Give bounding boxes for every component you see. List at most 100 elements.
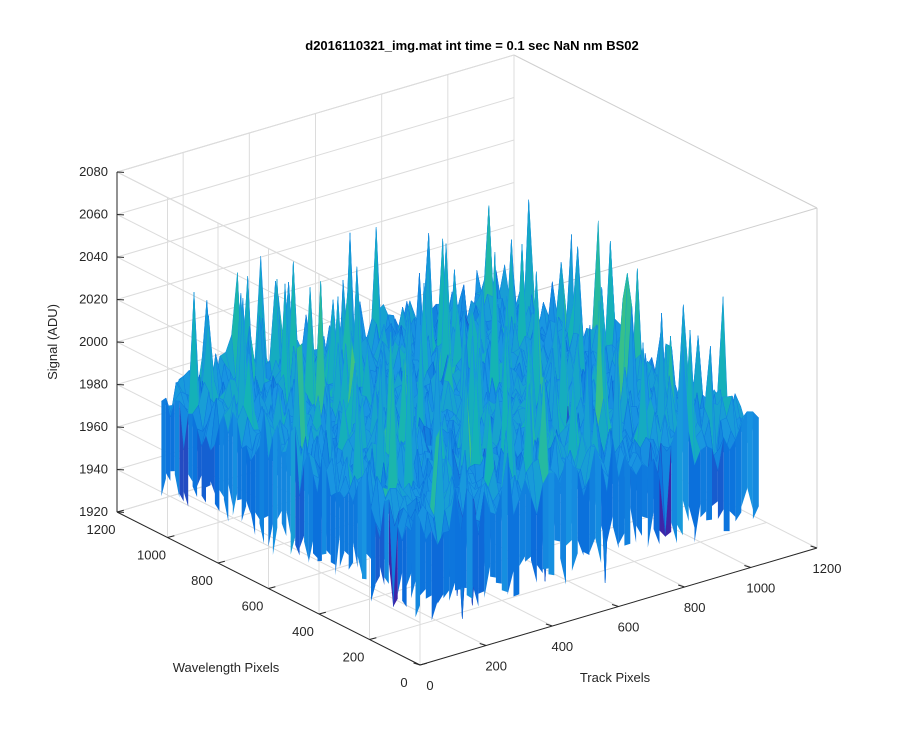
surface-skirt-cell (443, 531, 450, 599)
surface-skirt-cell (192, 413, 198, 498)
x-tick-label-2: 400 (551, 639, 573, 654)
x-tick-mark-3 (611, 604, 619, 607)
surface-skirt-cell (682, 344, 689, 522)
surface-skirt-cell (397, 526, 403, 595)
y-tick-label-5: 1000 (137, 548, 166, 563)
x-tick-label-3: 600 (618, 620, 640, 635)
y-tick-label-3: 600 (242, 599, 264, 614)
y-tick-mark-0 (419, 662, 427, 666)
y-tick-mark-1 (369, 637, 377, 640)
z-tick-label-3: 1980 (79, 377, 108, 392)
chart-title: d2016110321_img.mat int time = 0.1 sec N… (305, 38, 638, 53)
surface-skirt-cell (326, 470, 331, 556)
surface-skirt-cell (583, 478, 590, 555)
surface-skirt-cell (606, 439, 613, 543)
surface-skirt-cell (174, 400, 180, 498)
surface-skirt-cell (197, 428, 202, 487)
surface-skirt-cell (228, 412, 233, 507)
surface-skirt-cell (612, 439, 619, 549)
surface-skirt-cell (295, 426, 300, 556)
x-tick-label-5: 1000 (746, 581, 775, 596)
x-tick-mark-4 (678, 584, 685, 588)
surface-skirt-cell (513, 499, 520, 597)
surface-skirt-cell (717, 437, 724, 519)
surface-skirt-cell (449, 487, 455, 601)
surface-skirt-cell (507, 453, 514, 595)
surface-skirt-cell (299, 463, 305, 549)
surface-skirt-cell (542, 473, 549, 570)
surface-skirt-cell (232, 412, 238, 516)
surface-skirt-cell (237, 420, 242, 501)
surface-skirt-cell (214, 424, 220, 511)
surface-skirt-cell (223, 415, 229, 522)
surface-skirt-cell (671, 425, 677, 544)
surface-skirt-cell (460, 488, 467, 588)
x-tick-mark-0 (413, 662, 421, 666)
surface-skirt-cell (170, 400, 175, 472)
z-tick-label-2: 1960 (79, 419, 108, 434)
z-tick-label-0: 1920 (79, 504, 108, 519)
surface-skirt-cell (694, 450, 701, 543)
surface-skirt-cell (642, 464, 648, 519)
y-tick-mark-2 (318, 611, 326, 615)
y-tick-label-0: 0 (400, 675, 407, 690)
surface-skirt-cell (665, 445, 672, 537)
surface-skirt-cell (264, 409, 269, 518)
x-tick-label-6: 1200 (813, 561, 842, 576)
surface-skirt-cell (519, 479, 526, 567)
surface-skirt-cell (348, 491, 354, 570)
x-tick-mark-5 (744, 565, 751, 568)
surface-skirt-cell (659, 479, 666, 537)
surface-skirt-cell (250, 453, 256, 535)
surface-skirt-cell (490, 512, 496, 578)
surface-skirt-cell (384, 499, 389, 584)
surface-skirt-cell (362, 468, 367, 580)
surface-skirt-cell (677, 344, 683, 536)
y-tick-mark-4 (217, 560, 225, 564)
surface-skirt-cell (472, 497, 479, 607)
y-tick-mark-3 (268, 586, 276, 589)
x-axis-label: Track Pixels (580, 670, 651, 685)
box-edge-top-right (513, 54, 818, 209)
surface-skirt-cell (313, 474, 318, 558)
surface-skirt-cell (425, 530, 432, 599)
surface-skirt-cell (344, 491, 349, 556)
y-tick-label-4: 800 (191, 573, 213, 588)
y-tick-label-6: 1200 (87, 522, 116, 537)
surface-skirt-cell (272, 425, 278, 555)
surface-skirt-cell (566, 456, 572, 546)
surface-skirt-cell (630, 467, 637, 543)
y-tick-label-2: 400 (292, 624, 314, 639)
x-tick-label-4: 800 (684, 600, 706, 615)
surface-skirt-cell (525, 479, 531, 562)
surface-skirt-cell (379, 502, 385, 586)
surface-skirt-cell (577, 470, 584, 556)
surface-skirt-cell (548, 472, 555, 576)
surface-skirt-cell (478, 491, 485, 594)
surface-skirt-cell (206, 435, 211, 488)
surface-skirt-cell (531, 496, 537, 583)
surface-skirt-cell (595, 447, 602, 563)
surface-skirt-cell (712, 449, 718, 506)
surface-skirt-cell (335, 491, 340, 576)
surface-skirt-cell (554, 472, 561, 542)
grid-line-y-floor-1 (369, 522, 767, 640)
surface-skirt-cell (353, 486, 358, 568)
surface-skirt-cell (536, 484, 543, 574)
z-axis-label: Signal (ADU) (45, 304, 60, 380)
x-tick-mark-6 (810, 545, 818, 549)
surface-skirt-cell (219, 415, 224, 498)
x-tick-mark-1 (479, 643, 487, 646)
surface-skirt-cell (431, 530, 438, 621)
z-tick-label-8: 2080 (79, 164, 108, 179)
surface-skirt-cell (700, 446, 707, 518)
surface-skirt-cell (501, 453, 508, 593)
y-tick-mark-5 (167, 535, 175, 538)
surface-skirt-cell (357, 477, 362, 575)
surface-skirt-cell (161, 398, 166, 497)
surface-skirt-cell (268, 436, 273, 547)
surface-skirt-cell (636, 464, 642, 536)
surface-skirt-cell (304, 452, 309, 561)
surface-skirt-cell (466, 488, 473, 599)
surface-skirt-cell (688, 431, 695, 528)
